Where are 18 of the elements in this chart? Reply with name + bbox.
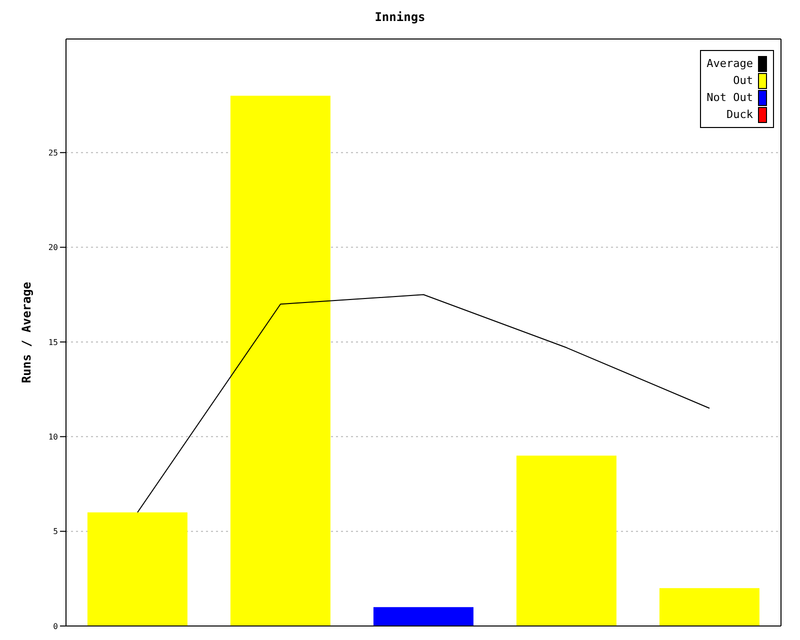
y-tick-label: 15 xyxy=(48,338,58,347)
bar xyxy=(230,96,330,626)
y-axis-title: Runs / Average xyxy=(19,282,34,384)
legend-label: Duck xyxy=(726,108,753,121)
bar xyxy=(516,456,616,626)
bar xyxy=(659,588,760,626)
y-tick-label: 25 xyxy=(48,148,58,158)
line-series xyxy=(137,294,710,513)
bar xyxy=(87,512,188,626)
bar xyxy=(373,607,474,626)
y-tick-label: 20 xyxy=(48,243,58,252)
y-tick-label: 5 xyxy=(53,527,58,536)
chart-title: Innings xyxy=(374,9,426,26)
legend-label: Out xyxy=(733,74,753,87)
legend-label: Not Out xyxy=(706,91,753,104)
y-tick-label: 10 xyxy=(48,432,58,442)
legend-label: Average xyxy=(706,57,753,70)
y-tick-label: 0 xyxy=(53,622,58,631)
